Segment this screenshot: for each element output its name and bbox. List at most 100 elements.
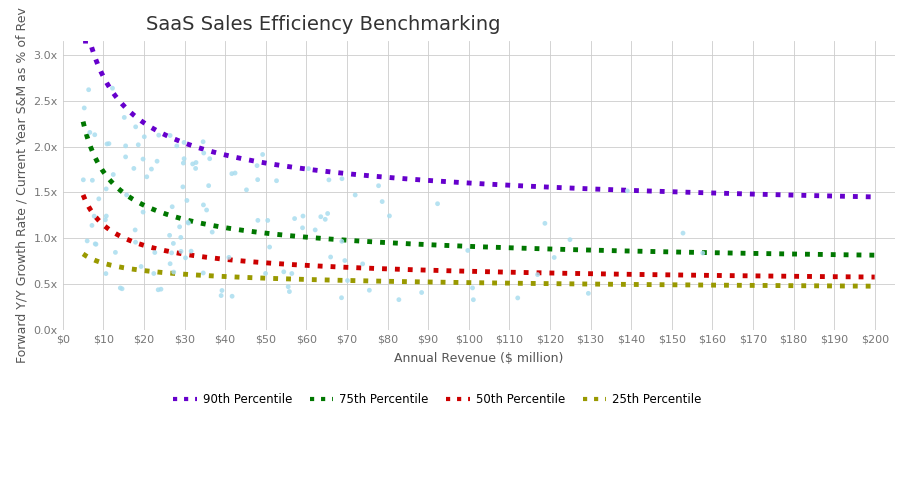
X-axis label: Annual Revenue ($ million): Annual Revenue ($ million): [394, 352, 563, 365]
Point: [80, 237, 95, 245]
Point: [179, 196, 194, 204]
Point: [86, 212, 101, 220]
Point: [301, 165, 316, 173]
Point: [100, 140, 115, 148]
Point: [620, 187, 634, 195]
Point: [106, 85, 120, 92]
Point: [215, 287, 229, 294]
Point: [250, 217, 265, 224]
Point: [181, 218, 196, 226]
Point: [147, 270, 161, 277]
Point: [83, 129, 97, 136]
Point: [102, 140, 116, 148]
Point: [136, 208, 150, 216]
Point: [196, 138, 210, 146]
Point: [466, 296, 480, 304]
Point: [119, 191, 134, 199]
Point: [581, 290, 596, 297]
Point: [118, 153, 133, 161]
Point: [391, 296, 406, 304]
Point: [174, 248, 188, 255]
Point: [695, 249, 710, 257]
Point: [256, 151, 270, 158]
Point: [296, 212, 310, 220]
Point: [150, 157, 165, 165]
Point: [562, 236, 577, 243]
Point: [197, 201, 211, 209]
Point: [115, 285, 129, 293]
Point: [314, 213, 329, 220]
Point: [172, 223, 187, 230]
Point: [81, 86, 96, 94]
Point: [225, 293, 239, 300]
Point: [362, 286, 377, 294]
Point: [99, 185, 114, 193]
Point: [188, 164, 203, 172]
Point: [460, 247, 475, 254]
Point: [113, 284, 127, 292]
Point: [465, 284, 480, 292]
Point: [340, 277, 355, 284]
Point: [338, 257, 352, 264]
Point: [98, 270, 113, 277]
Point: [178, 254, 193, 261]
Point: [163, 260, 177, 268]
Point: [163, 131, 177, 139]
Point: [414, 289, 429, 296]
Point: [228, 169, 242, 177]
Point: [131, 141, 146, 149]
Point: [184, 247, 198, 255]
Point: [85, 222, 99, 229]
Point: [188, 159, 203, 166]
Point: [117, 114, 132, 121]
Point: [136, 155, 150, 163]
Point: [258, 270, 273, 277]
Point: [137, 133, 152, 141]
Point: [676, 229, 691, 237]
Point: [144, 165, 158, 173]
Point: [151, 286, 166, 293]
Point: [167, 239, 181, 247]
Point: [320, 210, 335, 217]
Point: [165, 249, 179, 257]
Point: [98, 216, 113, 224]
Point: [128, 123, 143, 130]
Point: [250, 176, 265, 184]
Point: [169, 142, 184, 150]
Point: [87, 131, 102, 139]
Point: [176, 159, 190, 167]
Point: [249, 162, 264, 170]
Point: [177, 139, 191, 146]
Point: [511, 294, 525, 302]
Point: [186, 160, 200, 168]
Point: [167, 268, 181, 276]
Point: [371, 182, 386, 190]
Point: [108, 249, 123, 256]
Point: [295, 224, 309, 232]
Point: [318, 216, 332, 223]
Point: [151, 131, 166, 139]
Point: [99, 212, 114, 220]
Point: [202, 155, 217, 163]
Point: [281, 283, 296, 291]
Point: [92, 195, 106, 203]
Point: [177, 155, 191, 163]
Point: [334, 294, 349, 302]
Point: [165, 203, 179, 210]
Point: [277, 268, 291, 276]
Point: [174, 234, 188, 241]
Point: [225, 170, 239, 177]
Point: [323, 253, 338, 261]
Point: [222, 253, 237, 261]
Point: [77, 104, 92, 112]
Point: [348, 191, 362, 199]
Point: [335, 238, 349, 245]
Point: [335, 175, 349, 183]
Legend: 90th Percentile, 75th Percentile, 50th Percentile, 25th Percentile: 90th Percentile, 75th Percentile, 50th P…: [168, 388, 706, 411]
Point: [214, 292, 228, 299]
Point: [430, 200, 445, 207]
Point: [288, 215, 302, 222]
Point: [76, 176, 91, 184]
Point: [356, 260, 370, 268]
Point: [118, 142, 133, 150]
